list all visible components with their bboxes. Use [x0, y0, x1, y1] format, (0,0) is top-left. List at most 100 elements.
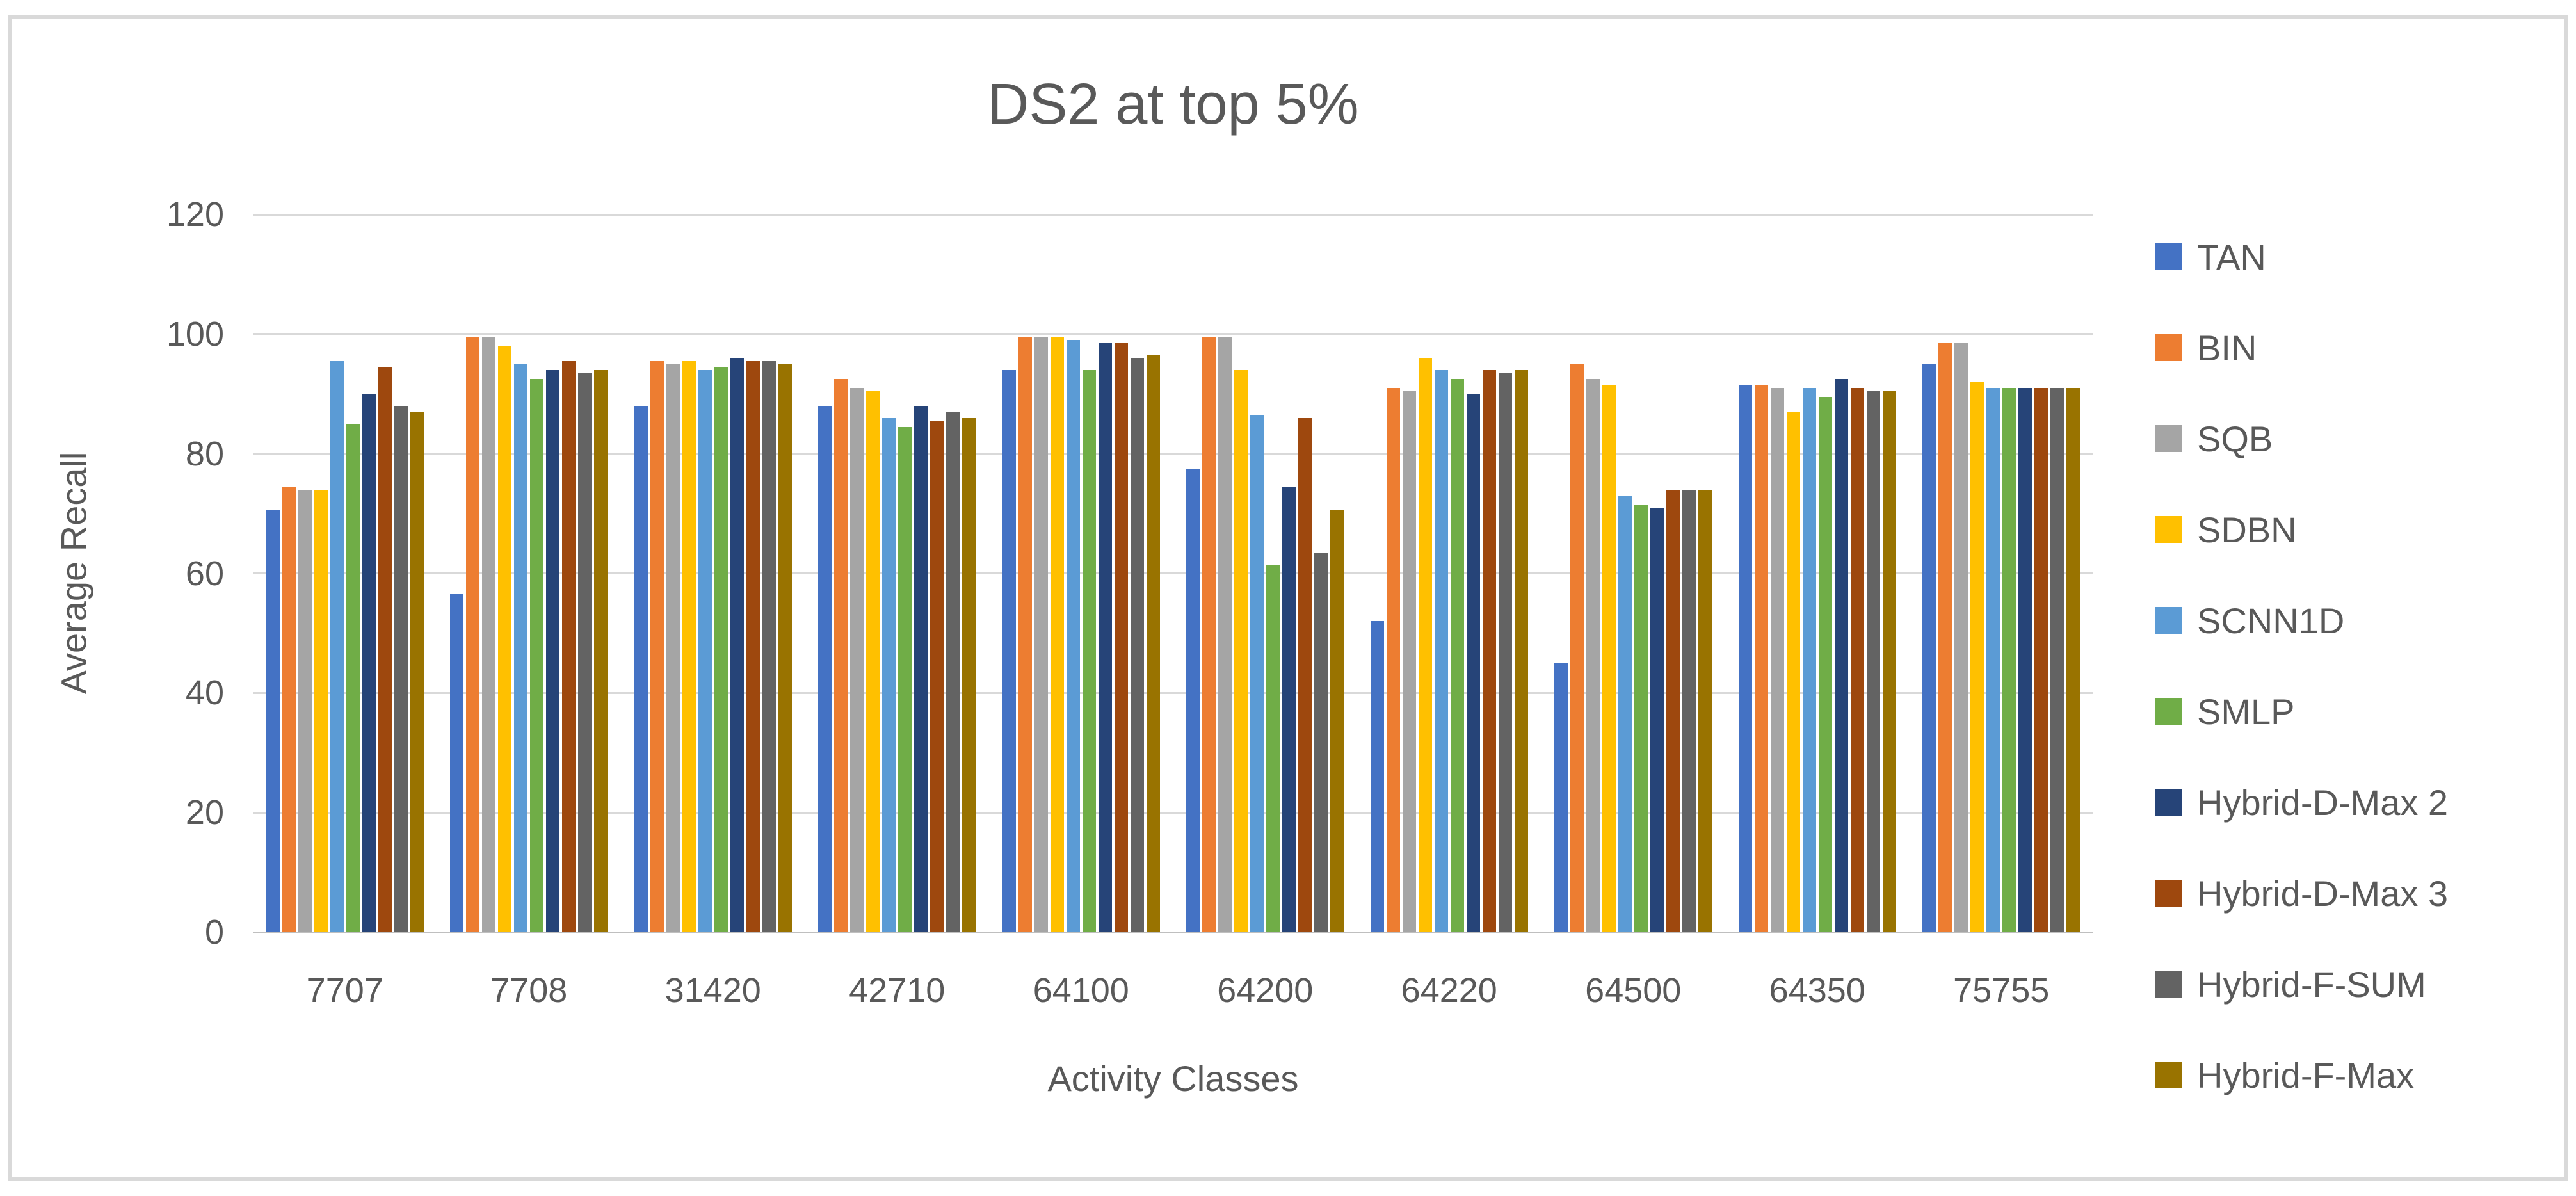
bar-hybrid-f-max-7707 [410, 412, 424, 932]
bar-bin-42710 [834, 378, 848, 932]
legend-swatch-tan [2155, 243, 2182, 270]
bar-hybrid-d-max-3-64350 [1850, 387, 1864, 932]
x-category-label-42710: 42710 [849, 971, 946, 1010]
legend-label-smlp: SMLP [2197, 691, 2295, 732]
x-category-label-64500: 64500 [1585, 971, 1682, 1010]
x-category-label-31420: 31420 [664, 971, 761, 1010]
bar-hybrid-f-sum-7707 [394, 405, 408, 932]
legend-swatch-hybrid-f-sum [2155, 971, 2182, 998]
bar-hybrid-f-sum-42710 [946, 412, 960, 932]
x-category-label-7708: 7708 [490, 971, 568, 1010]
bar-smlp-7707 [346, 423, 360, 932]
bar-hybrid-f-max-64220 [1514, 369, 1528, 932]
bar-hybrid-d-max-3-64100 [1114, 343, 1128, 932]
bar-scnn1d-7707 [330, 360, 344, 932]
bar-hybrid-d-max-2-75755 [2018, 387, 2033, 932]
bar-scnn1d-64220 [1434, 369, 1448, 932]
bar-hybrid-f-sum-31420 [762, 360, 776, 932]
bar-bin-31420 [650, 360, 664, 932]
bar-group-75755 [1910, 214, 2094, 932]
legend-label-hybrid-d-max-3: Hybrid-D-Max 3 [2197, 873, 2449, 914]
gridline-120 [253, 213, 2093, 216]
bar-hybrid-f-sum-64220 [1498, 373, 1512, 932]
bar-sqb-7708 [482, 337, 496, 932]
bar-hybrid-d-max-2-64220 [1466, 394, 1480, 932]
bar-group-64350 [1725, 214, 1910, 932]
legend-label-tan: TAN [2197, 236, 2266, 277]
bar-group-64100 [989, 214, 1173, 932]
x-axis-line [253, 931, 2093, 933]
bar-sdbn-64500 [1602, 385, 1616, 932]
bar-group-7707 [253, 214, 437, 932]
bar-sqb-7707 [298, 489, 312, 932]
legend-swatch-scnn1d [2155, 607, 2182, 634]
bar-hybrid-f-sum-64350 [1866, 391, 1880, 932]
bar-sqb-64200 [1218, 337, 1232, 932]
bar-smlp-75755 [2002, 387, 2017, 932]
legend-swatch-hybrid-f-max [2155, 1062, 2182, 1088]
bar-hybrid-d-max-3-7707 [378, 367, 392, 932]
bar-hybrid-f-max-7708 [594, 369, 608, 932]
legend-swatch-sdbn [2155, 516, 2182, 543]
y-tick-label-100: 100 [166, 314, 224, 353]
bar-tan-75755 [1922, 364, 1936, 932]
bar-sqb-75755 [1954, 343, 1968, 932]
bar-hybrid-f-max-75755 [2066, 387, 2081, 932]
bar-sdbn-7708 [498, 346, 512, 932]
legend-label-sqb: SQB [2197, 418, 2273, 459]
bar-bin-64220 [1386, 387, 1400, 932]
y-tick-label-80: 80 [185, 434, 224, 473]
legend-item-sqb: SQB [2155, 393, 2448, 484]
bar-scnn1d-64200 [1250, 414, 1264, 932]
bar-smlp-64500 [1634, 505, 1648, 932]
x-category-label-7707: 7707 [306, 971, 383, 1010]
bar-sdbn-64350 [1786, 412, 1800, 932]
y-tick-label-40: 40 [185, 674, 224, 713]
legend-swatch-sqb [2155, 425, 2182, 452]
bar-sdbn-7707 [314, 489, 328, 932]
bar-tan-64500 [1554, 663, 1568, 932]
bar-tan-64220 [1370, 621, 1384, 932]
bar-sqb-64350 [1770, 387, 1784, 932]
bar-hybrid-f-max-42710 [962, 417, 976, 932]
bar-tan-7708 [450, 594, 464, 932]
bar-tan-64100 [1002, 369, 1016, 932]
bar-scnn1d-7708 [514, 364, 528, 932]
bar-sqb-31420 [666, 364, 680, 932]
legend-label-bin: BIN [2197, 327, 2257, 368]
bar-smlp-7708 [530, 378, 544, 932]
bar-smlp-31420 [714, 367, 728, 932]
bar-smlp-64200 [1266, 564, 1280, 932]
bar-tan-31420 [634, 405, 648, 932]
chart-title: DS2 at top 5% [987, 72, 1359, 136]
bar-scnn1d-64500 [1618, 496, 1632, 932]
bar-bin-64350 [1754, 385, 1768, 932]
bar-smlp-64100 [1082, 369, 1096, 932]
bar-hybrid-f-sum-75755 [2050, 387, 2065, 932]
bar-sqb-64100 [1034, 337, 1048, 932]
bar-hybrid-d-max-3-64200 [1298, 417, 1312, 932]
gridline-40 [253, 691, 2093, 694]
bar-hybrid-f-max-64500 [1698, 489, 1712, 932]
legend-swatch-hybrid-d-max-3 [2155, 880, 2182, 907]
bar-group-7708 [437, 214, 622, 932]
bar-hybrid-d-max-2-42710 [914, 405, 928, 932]
legend-swatch-smlp [2155, 698, 2182, 725]
x-category-label-75755: 75755 [1953, 971, 2050, 1010]
bar-smlp-64350 [1818, 396, 1832, 932]
bar-sqb-64500 [1586, 378, 1600, 932]
bar-hybrid-d-max-3-42710 [930, 421, 944, 932]
bar-hybrid-f-sum-64200 [1314, 552, 1328, 932]
y-tick-label-60: 60 [185, 554, 224, 593]
bar-hybrid-d-max-3-75755 [2034, 387, 2049, 932]
x-axis-title: Activity Classes [1047, 1058, 1299, 1099]
legend-item-sdbn: SDBN [2155, 484, 2448, 575]
bar-sdbn-42710 [866, 391, 880, 932]
bar-group-64500 [1542, 214, 1726, 932]
bar-scnn1d-42710 [882, 417, 896, 932]
legend-swatch-hybrid-d-max-2 [2155, 789, 2182, 816]
bar-hybrid-d-max-2-64100 [1098, 343, 1112, 932]
legend-item-hybrid-f-max: Hybrid-F-Max [2155, 1030, 2448, 1120]
bar-hybrid-d-max-3-64220 [1482, 369, 1496, 932]
